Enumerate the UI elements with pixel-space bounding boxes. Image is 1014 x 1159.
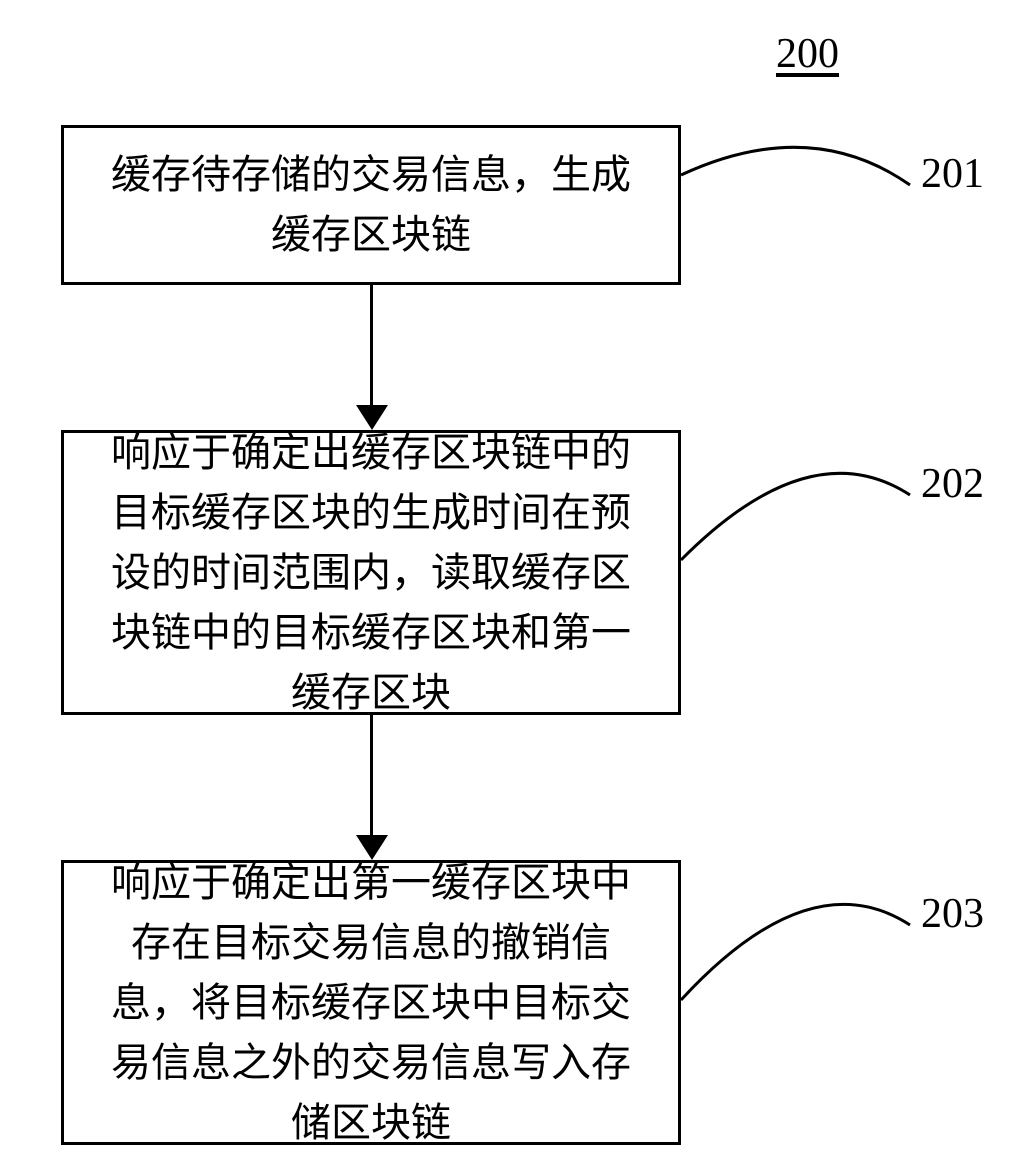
flowchart-diagram: 200 缓存待存储的交易信息，生成缓存区块链 201 响应于确定出缓存区块链中的…: [0, 0, 1014, 1159]
step-1-text: 缓存待存储的交易信息，生成缓存区块链: [94, 145, 648, 265]
callout-line-3: [681, 904, 910, 1000]
arrow-connector-2: [370, 715, 373, 845]
callout-line-1: [681, 147, 910, 185]
flowchart-step-1: 缓存待存储的交易信息，生成缓存区块链: [61, 125, 681, 285]
step-label-3: 203: [921, 890, 984, 938]
step-3-text: 响应于确定出第一缓存区块中存在目标交易信息的撤销信息，将目标缓存区块中目标交易信…: [94, 853, 648, 1153]
step-label-1: 201: [921, 150, 984, 198]
step-label-2: 202: [921, 460, 984, 508]
flowchart-step-2: 响应于确定出缓存区块链中的目标缓存区块的生成时间在预设的时间范围内，读取缓存区块…: [61, 430, 681, 715]
callout-line-2: [681, 473, 910, 560]
arrow-connector-1: [370, 285, 373, 415]
step-2-text: 响应于确定出缓存区块链中的目标缓存区块的生成时间在预设的时间范围内，读取缓存区块…: [94, 423, 648, 723]
diagram-title: 200: [776, 30, 839, 78]
flowchart-step-3: 响应于确定出第一缓存区块中存在目标交易信息的撤销信息，将目标缓存区块中目标交易信…: [61, 860, 681, 1145]
